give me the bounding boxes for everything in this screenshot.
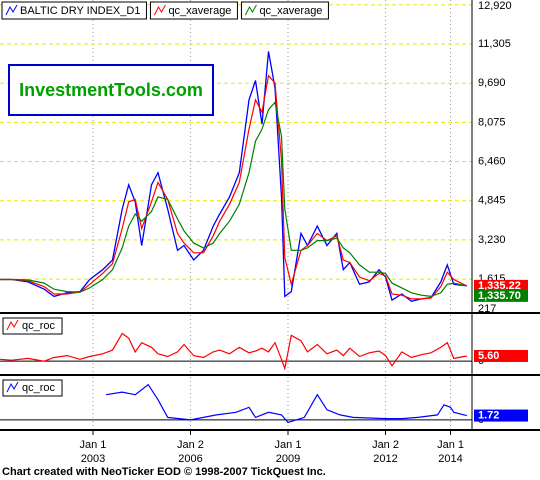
y-tick-label: 4,845 xyxy=(478,195,506,207)
last-value-label: 1,335.70 xyxy=(478,290,521,302)
last-value-box xyxy=(474,409,528,422)
x-tick-label: Jan 1 xyxy=(275,439,302,451)
y-tick-label: 12,920 xyxy=(478,0,512,12)
y-tick-label: 11,305 xyxy=(478,38,511,50)
series-line xyxy=(0,332,467,371)
x-tick-label: 2003 xyxy=(81,453,105,465)
panel xyxy=(0,377,472,430)
legend-label: BALTIC DRY INDEX_D1 xyxy=(20,5,140,17)
x-tick-label: 2009 xyxy=(276,453,300,465)
y-tick-label: 8,075 xyxy=(478,116,506,128)
last-value-box xyxy=(474,289,528,302)
legend-label: qc_roc xyxy=(22,320,56,332)
last-value-label: 1.72 xyxy=(478,409,499,421)
legend-label: qc_xaverage xyxy=(259,5,322,17)
last-value-box xyxy=(474,349,528,362)
x-tick-label: 2014 xyxy=(438,453,462,465)
legend-icon xyxy=(6,381,19,393)
y-tick-label: 6,460 xyxy=(478,155,506,167)
y-tick-label: 217 xyxy=(478,303,496,315)
legend-icon xyxy=(6,319,19,331)
series-line xyxy=(105,383,467,424)
x-tick-label: Jan 1 xyxy=(80,439,107,451)
y-tick-label: 3,230 xyxy=(478,234,506,246)
x-tick-label: Jan 2 xyxy=(372,439,399,451)
x-tick-label: Jan 1 xyxy=(437,439,464,451)
panel xyxy=(0,0,472,313)
series-line xyxy=(0,51,467,303)
x-tick-label: Jan 2 xyxy=(177,439,204,451)
footer: Chart created with NeoTicker EOD © 1998-… xyxy=(2,466,326,478)
last-value-box xyxy=(474,279,528,292)
legend-icon xyxy=(153,4,166,16)
series-line xyxy=(0,101,467,298)
x-tick-label: 2012 xyxy=(373,453,397,465)
watermark: InvestmentTools.com xyxy=(19,80,203,100)
legend-box xyxy=(149,1,238,20)
legend-label: qc_xaverage xyxy=(168,5,231,17)
last-value-label: 1,335.22 xyxy=(478,280,521,292)
legend-box xyxy=(240,1,329,20)
legend-label: qc_roc xyxy=(22,382,56,394)
panel xyxy=(0,315,472,375)
series-line xyxy=(0,74,468,300)
last-value-label: 5.60 xyxy=(478,350,499,362)
y-tick-label: 9,690 xyxy=(478,77,506,89)
legend-box xyxy=(2,317,63,335)
x-tick-label: 2006 xyxy=(178,453,202,465)
legend-icon xyxy=(244,4,257,16)
legend-box xyxy=(1,1,147,20)
legend-box xyxy=(2,379,63,397)
legend-icon xyxy=(5,4,18,16)
watermark-box xyxy=(8,64,214,116)
